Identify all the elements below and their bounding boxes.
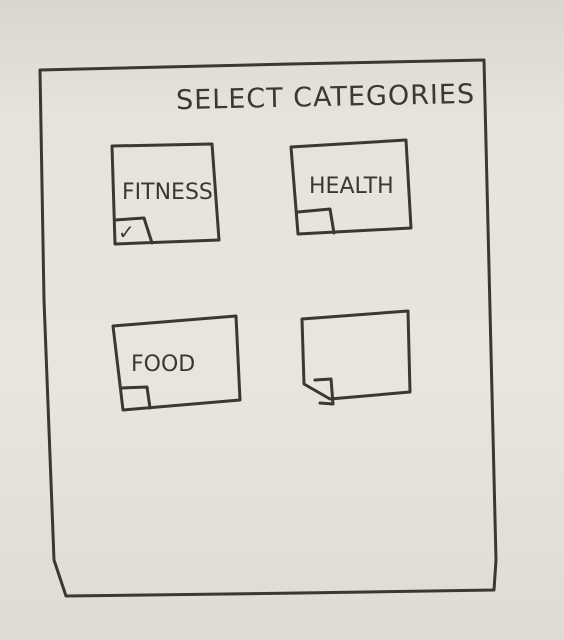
card-food-outline [111, 314, 242, 412]
category-label-fitness: FITNESS [122, 180, 213, 205]
category-label-health: HEALTH [309, 174, 394, 199]
card-fitness-checkbox [113, 216, 154, 245]
screen-frame [38, 58, 498, 598]
card-blank-checkbox [313, 377, 335, 406]
category-card-food[interactable]: FOOD [113, 316, 240, 410]
card-health-checkbox [296, 207, 336, 235]
card-food-checkbox [120, 385, 152, 410]
card-fitness-outline [110, 142, 221, 246]
card-blank-outline [300, 309, 412, 401]
category-label-food: FOOD [131, 352, 196, 377]
category-card-blank[interactable] [302, 311, 410, 404]
category-card-health[interactable]: HEALTH [291, 140, 411, 234]
fitness-checkbox-checked[interactable]: ✓ [118, 220, 135, 244]
card-health-outline [289, 138, 413, 236]
category-card-fitness[interactable]: FITNESS [112, 144, 220, 244]
page-title: SELECT CATEGORIES [175, 78, 476, 117]
